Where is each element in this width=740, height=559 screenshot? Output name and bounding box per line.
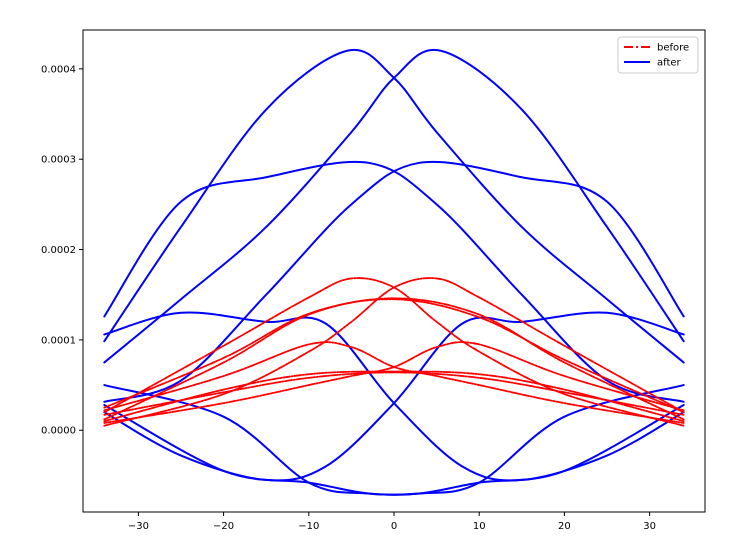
y-tick-label: 0.0000 [41,426,76,437]
legend: before after [617,36,699,74]
y-tick-label: 0.0002 [41,245,76,256]
series-layer [103,48,685,496]
legend-label-before: before [657,43,689,54]
before-series-line [103,341,685,424]
before-series-line [103,297,685,421]
y-tick-label: 0.0004 [41,64,76,75]
before-series-line [103,298,685,414]
x-tick-label: 0 [391,521,397,532]
x-axis: −30 −20 −10 0 10 20 30 [128,512,656,532]
after-series-line [103,160,685,403]
before-series-line [103,277,685,427]
x-tick-label: −10 [298,521,319,532]
after-series-line [103,311,685,482]
x-tick-label: 10 [473,521,486,532]
after-series-line [103,384,685,496]
plot-frame [82,29,706,513]
after-series-line [103,48,685,364]
before-series-line [103,341,685,424]
after-series-line [103,48,685,364]
before-series-line [103,370,685,423]
x-tick-label: 20 [558,521,571,532]
x-tick-label: 30 [643,521,656,532]
y-tick-label: 0.0001 [41,335,76,346]
x-tick-label: −20 [213,521,234,532]
before-series-line [103,371,685,416]
after-series-line [103,160,685,403]
after-series-line [103,384,685,496]
x-tick-label: −30 [128,521,149,532]
y-axis: 0.0000 0.0001 0.0002 0.0003 0.0004 [41,64,83,437]
legend-label-after: after [657,58,682,69]
y-tick-label: 0.0003 [41,155,76,166]
